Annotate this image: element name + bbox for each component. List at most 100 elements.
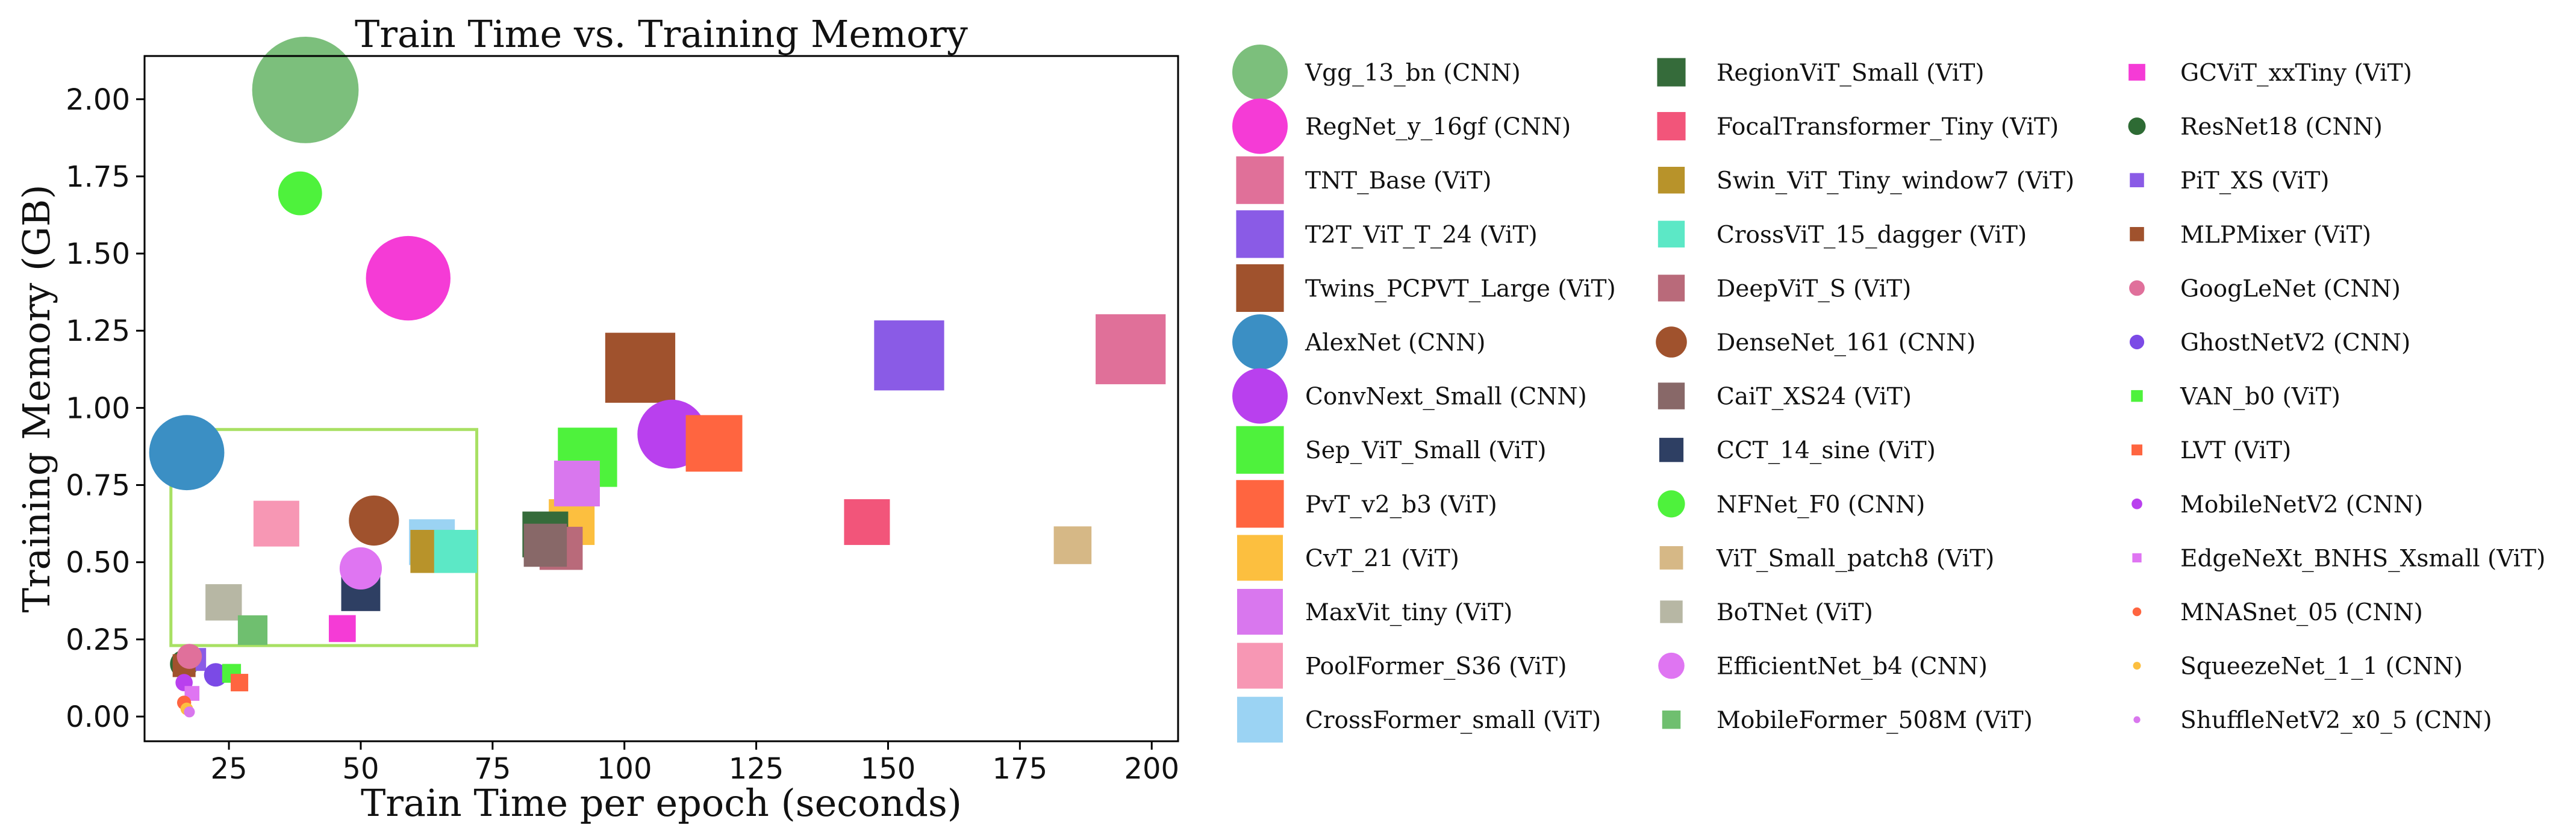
data-point xyxy=(874,320,944,391)
legend-label: SqueezeNet_1_1 (CNN) xyxy=(2180,653,2463,680)
x-axis-label: Train Time per epoch (seconds) xyxy=(361,781,962,825)
legend: Vgg_13_bn (CNN) RegNet_y_16gf (CNN) TNT_Ba… xyxy=(1232,45,2545,743)
data-point xyxy=(339,547,382,590)
legend-label: DeepViT_S (ViT) xyxy=(1717,275,1911,302)
legend-label: PiT_XS (ViT) xyxy=(2180,167,2330,194)
data-point xyxy=(176,644,202,669)
data-point xyxy=(605,332,676,403)
legend-label: ResNet18 (CNN) xyxy=(2180,114,2383,141)
legend-marker xyxy=(1237,535,1283,581)
legend-marker xyxy=(2133,662,2141,670)
data-point xyxy=(231,674,249,692)
legend-marker xyxy=(1659,438,1684,462)
legend-marker xyxy=(1232,98,1288,154)
legend-marker xyxy=(1657,112,1686,141)
data-point xyxy=(278,171,322,216)
y-tick-label: 1.75 xyxy=(66,160,130,194)
legend-marker xyxy=(2130,173,2144,187)
legend-label: PvT_v2_b3 (ViT) xyxy=(1305,491,1497,518)
legend-label: LVT (ViT) xyxy=(2180,437,2291,464)
legend-marker xyxy=(1658,490,1685,518)
legend-label: MaxVit_tiny (ViT) xyxy=(1305,599,1512,626)
legend-marker xyxy=(2128,64,2145,81)
x-tick-label: 50 xyxy=(342,752,379,786)
y-tick-label: 1.50 xyxy=(66,237,130,271)
legend-label: ConvNext_Small (CNN) xyxy=(1305,384,1587,411)
legend-label: EfficientNet_b4 (CNN) xyxy=(1717,653,1988,680)
legend-marker xyxy=(2129,334,2145,350)
legend-label: RegNet_y_16gf (CNN) xyxy=(1305,114,1571,141)
legend-marker xyxy=(2130,227,2144,241)
legend-marker xyxy=(2131,390,2143,402)
legend-label: CrossFormer_small (ViT) xyxy=(1305,707,1601,734)
data-point xyxy=(844,499,890,546)
legend-marker xyxy=(1658,275,1685,302)
data-point xyxy=(204,663,228,687)
legend-marker xyxy=(1236,426,1284,474)
legend-marker xyxy=(2133,716,2141,723)
points-layer xyxy=(149,36,1166,718)
legend-label: CrossViT_15_dagger (ViT) xyxy=(1717,222,2027,249)
data-point xyxy=(205,584,242,621)
legend-label: T2T_ViT_T_24 (ViT) xyxy=(1305,222,1538,249)
legend-label: TNT_Base (ViT) xyxy=(1305,167,1491,194)
x-tick-label: 75 xyxy=(474,752,511,786)
plot-frame xyxy=(143,55,1179,742)
data-point xyxy=(349,495,399,546)
y-tick-label: 0.25 xyxy=(66,623,130,657)
x-tick-label: 100 xyxy=(597,752,652,786)
data-point xyxy=(149,415,225,491)
chart-title: Train Time vs. Training Memory xyxy=(355,12,968,56)
data-point xyxy=(237,615,268,646)
legend-marker xyxy=(2132,498,2142,509)
y-tick-label: 1.25 xyxy=(66,314,130,348)
data-point xyxy=(328,615,356,642)
legend-marker xyxy=(2128,117,2146,135)
legend-label: MLPMixer (ViT) xyxy=(2180,222,2371,249)
data-point xyxy=(184,706,195,718)
legend-label: CvT_21 (ViT) xyxy=(1305,545,1459,572)
data-point xyxy=(523,523,567,567)
legend-label: MobileNetV2 (CNN) xyxy=(2180,491,2423,518)
legend-label: NFNet_F0 (CNN) xyxy=(1717,491,1925,518)
data-point xyxy=(252,36,359,143)
y-axis-label: Training Memory (GB) xyxy=(14,184,58,612)
legend-marker xyxy=(1232,368,1288,424)
legend-marker xyxy=(1657,58,1686,87)
legend-label: AlexNet (CNN) xyxy=(1305,329,1486,356)
legend-label: MNASnet_05 (CNN) xyxy=(2180,599,2423,626)
legend-marker xyxy=(2129,280,2145,296)
legend-label: ViT_Small_patch8 (ViT) xyxy=(1716,545,1994,572)
legend-label: Twins_PCPVT_Large (ViT) xyxy=(1305,275,1616,302)
legend-marker xyxy=(1237,588,1283,635)
legend-marker xyxy=(2132,607,2142,617)
legend-label: Vgg_13_bn (CNN) xyxy=(1305,60,1521,87)
legend-marker xyxy=(2131,444,2143,456)
legend-marker xyxy=(1658,382,1685,409)
legend-marker xyxy=(1236,480,1284,528)
legend-label: Sep_ViT_Small (ViT) xyxy=(1305,437,1546,464)
data-point xyxy=(253,500,299,547)
legend-marker xyxy=(1662,710,1681,729)
legend-marker xyxy=(1232,45,1288,100)
y-tick-label: 0.00 xyxy=(66,700,130,734)
legend-label: Swin_ViT_Tiny_window7 (ViT) xyxy=(1717,167,2074,194)
legend-marker xyxy=(1658,220,1685,247)
legend-label: DenseNet_161 (CNN) xyxy=(1717,329,1976,356)
legend-label: GoogLeNet (CNN) xyxy=(2180,275,2401,302)
x-tick-label: 150 xyxy=(861,752,916,786)
data-point xyxy=(1053,526,1092,564)
legend-marker xyxy=(1236,210,1284,258)
legend-label: ShuffleNetV2_x0_5 (CNN) xyxy=(2180,707,2492,734)
data-point xyxy=(366,235,451,321)
y-tick-label: 2.00 xyxy=(66,83,130,117)
x-tick-label: 200 xyxy=(1124,752,1179,786)
legend-marker xyxy=(1660,600,1683,623)
legend-label: EdgeNeXt_BNHS_Xsmall (ViT) xyxy=(2180,545,2545,572)
data-point xyxy=(685,415,743,472)
legend-marker xyxy=(1658,167,1685,194)
legend-label: VAN_b0 (ViT) xyxy=(2180,384,2341,411)
legend-label: GCViT_xxTiny (ViT) xyxy=(2180,60,2412,87)
